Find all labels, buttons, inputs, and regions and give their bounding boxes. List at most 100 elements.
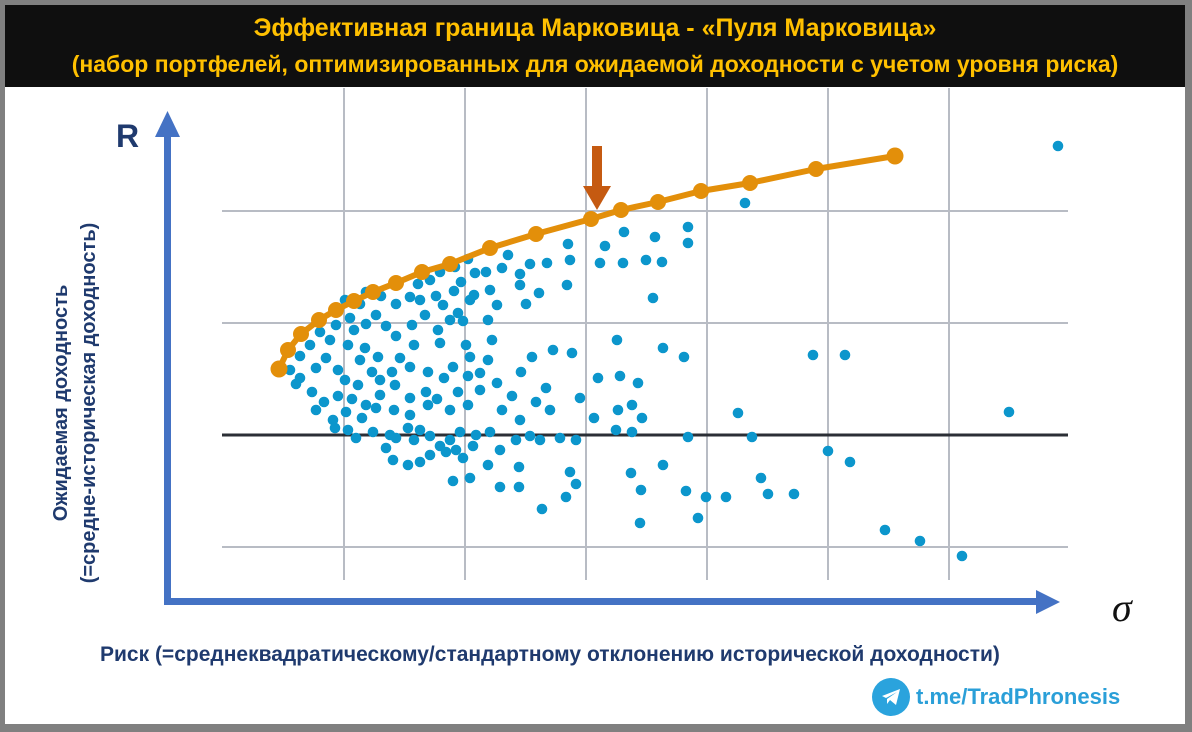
frontier-point bbox=[293, 326, 309, 342]
frontier-point bbox=[742, 175, 758, 191]
portfolio-dot bbox=[640, 254, 652, 266]
portfolio-dot bbox=[513, 461, 525, 473]
portfolio-dot bbox=[342, 339, 354, 351]
portfolio-dot bbox=[402, 459, 414, 471]
portfolio-dot bbox=[356, 412, 368, 424]
portfolio-dot bbox=[408, 434, 420, 446]
portfolio-dot bbox=[450, 444, 462, 456]
frontier-point bbox=[346, 293, 362, 309]
portfolio-dot bbox=[678, 351, 690, 363]
portfolio-dot bbox=[914, 535, 926, 547]
frontier-point bbox=[328, 302, 344, 318]
frontier-point bbox=[808, 161, 824, 177]
portfolio-dot bbox=[402, 422, 414, 434]
portfolio-dot bbox=[788, 488, 800, 500]
y-axis-label-line2: (=средне-историческая доходность) bbox=[78, 222, 100, 584]
portfolio-dot bbox=[762, 488, 774, 500]
portfolio-dot bbox=[682, 221, 694, 233]
portfolio-dot bbox=[506, 390, 518, 402]
portfolio-dot bbox=[447, 361, 459, 373]
portfolio-dot bbox=[310, 362, 322, 374]
frontier-point bbox=[613, 202, 629, 218]
telegram-link-text: t.me/TradPhronesis bbox=[916, 684, 1121, 709]
portfolio-dot bbox=[739, 197, 751, 209]
portfolio-dot bbox=[352, 379, 364, 391]
portfolio-dot bbox=[430, 290, 442, 302]
portfolio-dot bbox=[444, 434, 456, 446]
portfolio-dot bbox=[611, 334, 623, 346]
portfolio-dot bbox=[366, 366, 378, 378]
chart-subtitle: (набор портфелей, оптимизированных для о… bbox=[71, 51, 1119, 77]
portfolio-dot bbox=[360, 318, 372, 330]
portfolio-dot bbox=[592, 372, 604, 384]
portfolio-dot bbox=[306, 386, 318, 398]
portfolio-dot bbox=[314, 326, 326, 338]
portfolio-dot bbox=[513, 481, 525, 493]
portfolio-dot bbox=[656, 256, 668, 268]
portfolio-dot bbox=[414, 294, 426, 306]
portfolio-dot bbox=[482, 459, 494, 471]
portfolio-dot bbox=[390, 298, 402, 310]
portfolio-dot bbox=[348, 324, 360, 336]
portfolio-dot bbox=[388, 404, 400, 416]
portfolio-dot bbox=[457, 452, 469, 464]
portfolio-dot bbox=[520, 298, 532, 310]
portfolio-dot bbox=[380, 320, 392, 332]
portfolio-dot bbox=[394, 352, 406, 364]
portfolio-dot bbox=[457, 315, 469, 327]
portfolio-dot bbox=[618, 226, 630, 238]
portfolio-dot bbox=[494, 444, 506, 456]
portfolio-dot bbox=[462, 399, 474, 411]
portfolio-dot bbox=[614, 370, 626, 382]
x-axis-label: Риск (=среднеквадратическому/стандартном… bbox=[100, 643, 1000, 666]
portfolio-dot bbox=[412, 278, 424, 290]
y-axis-label: Ожидаемая доходность (=средне-историческ… bbox=[47, 153, 117, 653]
portfolio-dot bbox=[318, 396, 330, 408]
portfolio-dot bbox=[448, 285, 460, 297]
portfolio-dot bbox=[380, 442, 392, 454]
portfolio-dot bbox=[632, 377, 644, 389]
portfolio-dot bbox=[491, 377, 503, 389]
portfolio-dot bbox=[432, 324, 444, 336]
portfolio-dot bbox=[574, 392, 586, 404]
portfolio-dot bbox=[636, 412, 648, 424]
telegram-link[interactable]: t.me/TradPhronesis bbox=[872, 678, 1120, 716]
portfolio-dot bbox=[438, 372, 450, 384]
portfolio-dot bbox=[547, 344, 559, 356]
portfolio-dot bbox=[344, 312, 356, 324]
portfolio-dot bbox=[839, 349, 851, 361]
portfolio-dot bbox=[464, 294, 476, 306]
title-banner: Эффективная граница Марковица - «Пуля Ма… bbox=[5, 5, 1185, 87]
x-axis-arrow bbox=[164, 590, 1060, 614]
portfolio-dot bbox=[329, 422, 341, 434]
portfolio-dot bbox=[524, 258, 536, 270]
portfolio-dot bbox=[647, 292, 659, 304]
frontier-point bbox=[583, 211, 599, 227]
frontier-point bbox=[650, 194, 666, 210]
portfolio-dot bbox=[419, 309, 431, 321]
portfolio-dot bbox=[404, 409, 416, 421]
portfolio-dot bbox=[732, 407, 744, 419]
portfolio-dot bbox=[354, 354, 366, 366]
portfolio-dot bbox=[566, 347, 578, 359]
y-axis-arrow bbox=[155, 111, 180, 604]
portfolio-dot bbox=[404, 392, 416, 404]
portfolio-dot bbox=[956, 550, 968, 562]
portfolio-dot bbox=[469, 267, 481, 279]
portfolio-dot bbox=[389, 379, 401, 391]
portfolio-dot bbox=[502, 249, 514, 261]
portfolio-dot bbox=[482, 354, 494, 366]
portfolio-dot bbox=[720, 491, 732, 503]
portfolio-dot bbox=[634, 517, 646, 529]
portfolio-dot bbox=[350, 432, 362, 444]
frontier-point bbox=[311, 312, 327, 328]
frontier-point bbox=[365, 284, 381, 300]
portfolio-dot bbox=[626, 399, 638, 411]
portfolio-dot bbox=[544, 404, 556, 416]
portfolio-dot bbox=[480, 266, 492, 278]
portfolio-dot bbox=[657, 342, 669, 354]
frontier-point bbox=[414, 264, 430, 280]
portfolio-dot bbox=[496, 262, 508, 274]
portfolio-dot bbox=[372, 351, 384, 363]
portfolio-dot bbox=[879, 524, 891, 536]
